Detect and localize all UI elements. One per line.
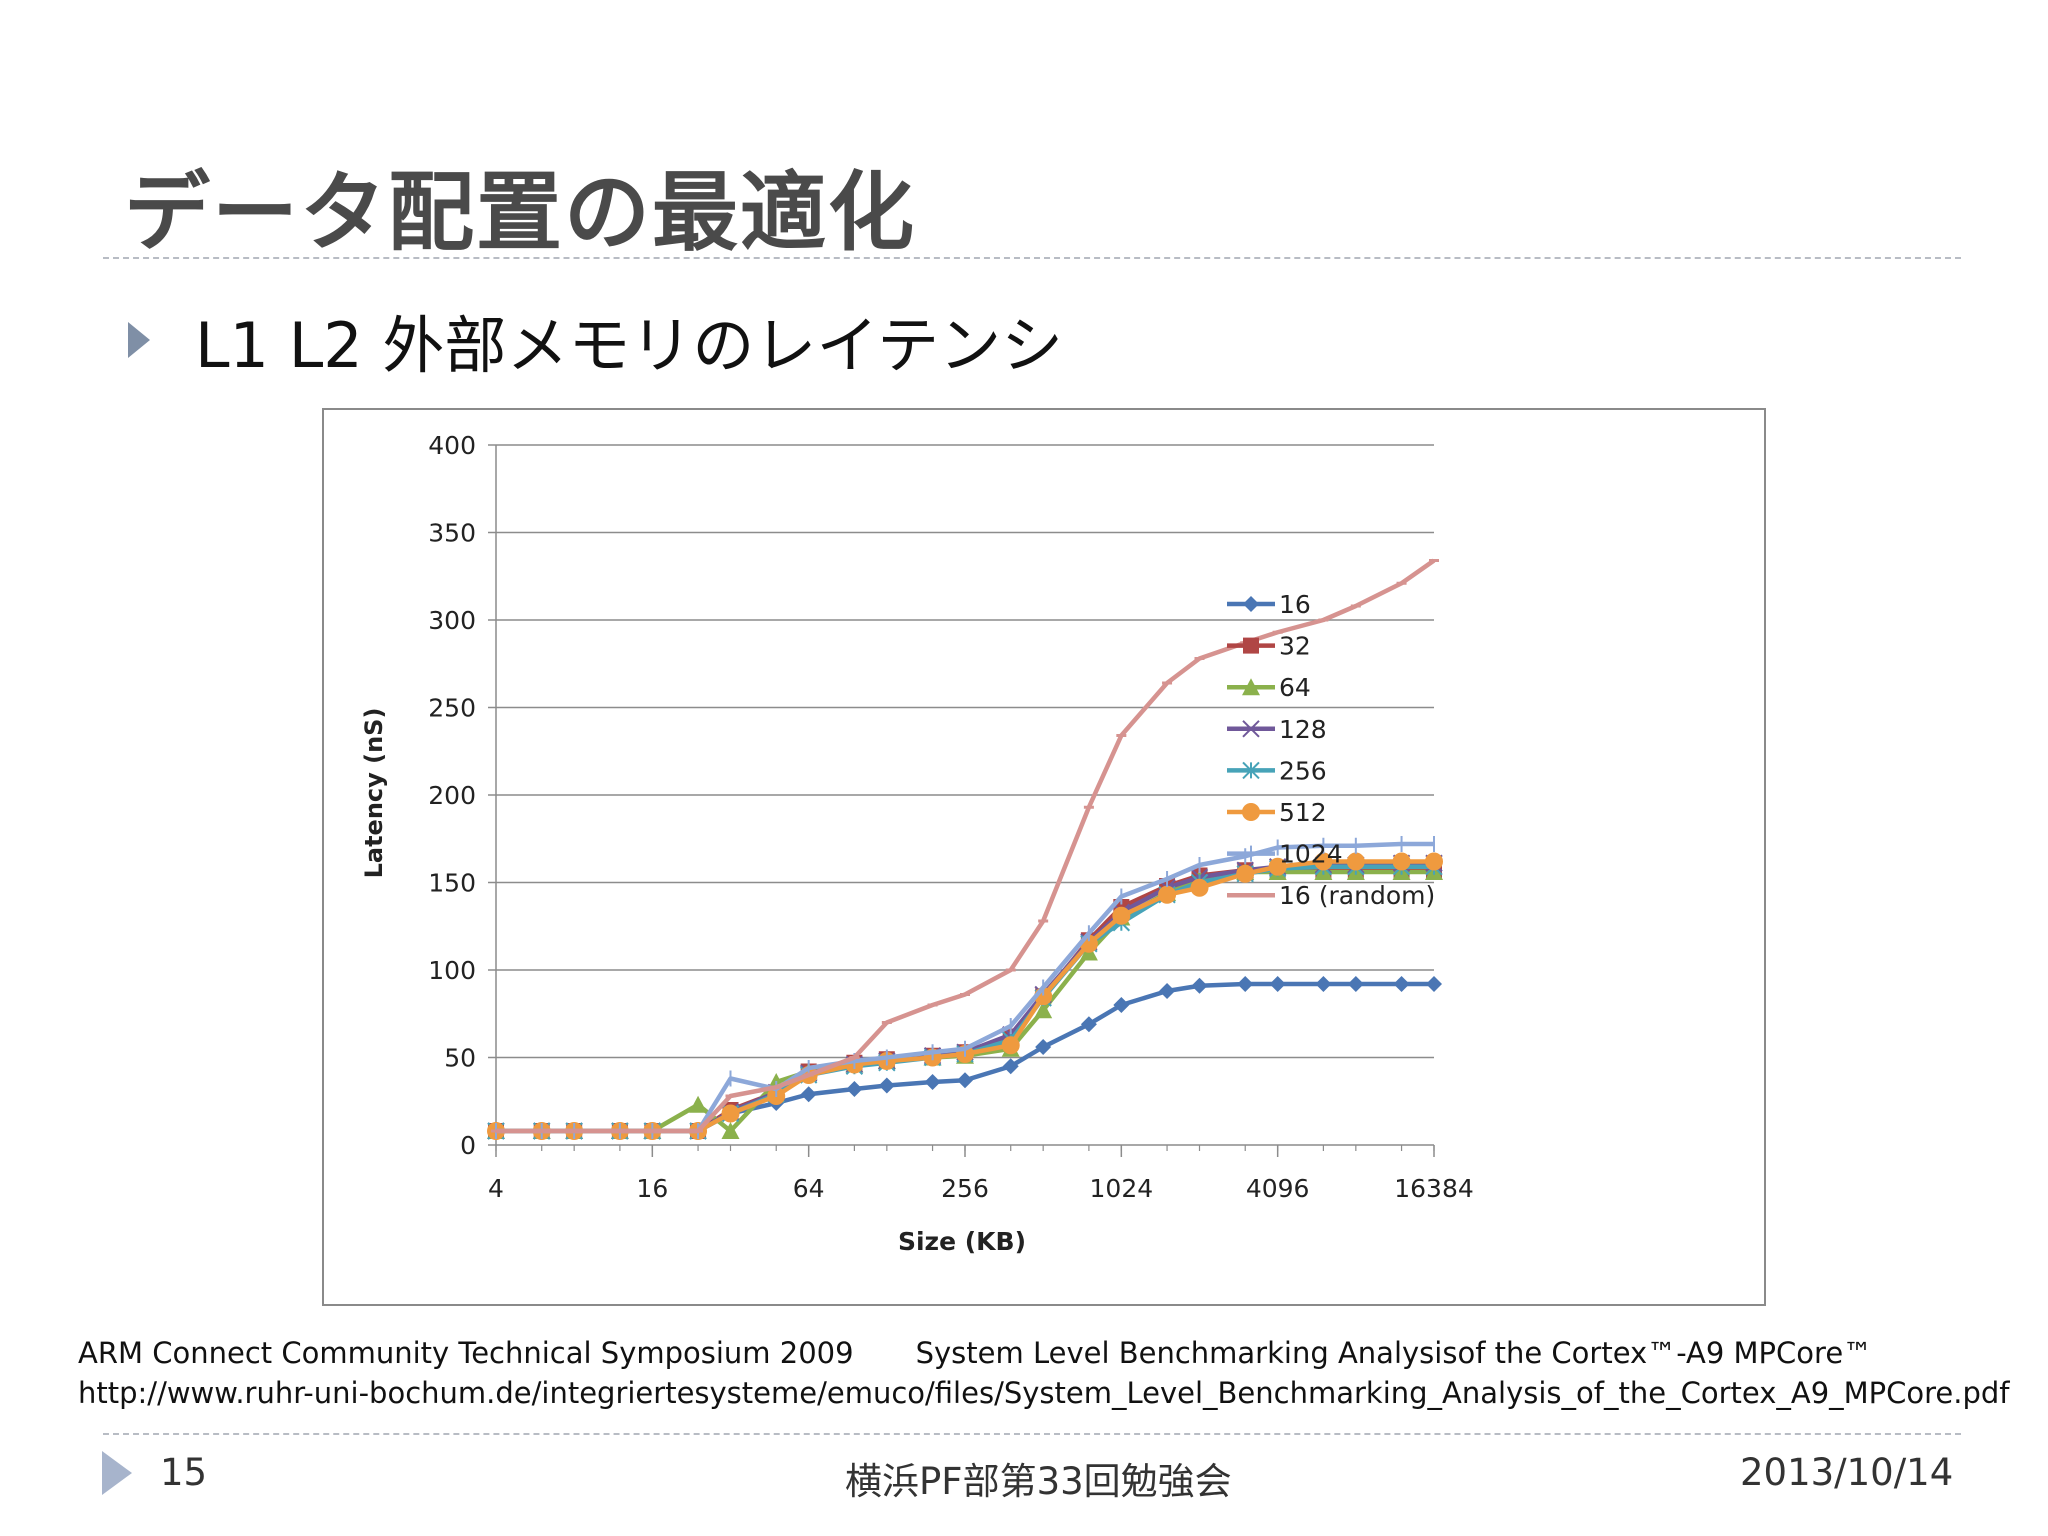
source-citation-line1: ARM Connect Community Technical Symposiu… [78,1336,1872,1370]
legend-entry: 32 [1227,632,1311,661]
y-axis-label: Latency (nS) [360,708,388,879]
y-tick-label: 150 [428,869,476,898]
data-point [721,1104,740,1123]
data-point [957,1072,973,1089]
data-point [1191,977,1208,994]
data-point [1080,1016,1097,1033]
legend-label: 256 [1279,756,1327,785]
y-tick-label: 250 [428,694,476,723]
x-tick-label: 256 [941,1174,989,1203]
series-line [496,869,1434,1134]
data-point [1347,976,1364,992]
x-tick-label: 16384 [1394,1174,1474,1203]
legend-label: 128 [1279,715,1327,744]
data-point [1034,1001,1053,1019]
data-point [1190,878,1209,897]
data-point [1426,976,1442,992]
bullet-triangle-icon [128,322,150,358]
source-paper-title: System Level Benchmarking Analysisof the… [915,1336,1873,1370]
footer-divider [103,1433,1961,1435]
data-point [1237,976,1254,992]
data-point [1113,997,1130,1013]
y-tick-label: 0 [460,1131,476,1160]
data-point [1001,1036,1020,1055]
legend-label: 16 [1279,590,1311,619]
legend-label: 1024 [1279,840,1343,869]
x-tick-label: 1024 [1090,1174,1154,1203]
data-point [1236,864,1255,883]
page-number: 15 [160,1451,208,1494]
data-point [1314,852,1333,871]
legend-entry: 64 [1227,673,1311,702]
data-point [1243,637,1259,654]
legend-entry: 128 [1227,715,1327,744]
y-tick-label: 50 [444,1044,476,1073]
data-point [721,1122,740,1139]
data-point [1243,596,1259,612]
latency-chart: 0 50 100 150 200 250 300 350 400 4 16 64 256 1024 4096… [322,408,1766,1306]
data-point [800,1086,817,1103]
y-tick-label: 100 [428,956,476,985]
legend-entry: 512 [1227,798,1327,827]
data-point [1242,720,1260,738]
data-point [1315,976,1332,992]
title-divider [103,257,1961,259]
data-point [878,1077,895,1094]
legend-label: 32 [1279,632,1311,661]
data-point [1269,976,1286,992]
y-tick-label: 200 [428,781,476,810]
legend-entry: 1024 [1227,840,1343,869]
bullet-item: L1 L2 外部メモリのレイテンシ [128,295,1063,385]
data-point [1393,976,1410,992]
y-tick-label: 300 [428,606,476,635]
data-point [1242,803,1260,821]
x-tick-label: 4 [488,1174,504,1203]
data-point [1159,983,1176,999]
data-point [846,1081,863,1097]
event-name: 横浜PF部第33回勉強会 [845,1460,1232,1503]
data-point [1112,906,1131,925]
legend-entry: 256 [1227,756,1327,785]
data-point [1158,885,1177,904]
bullet-text: L1 L2 外部メモリのレイテンシ [195,309,1064,382]
y-tick-label: 400 [428,431,476,460]
data-point [1242,678,1260,696]
data-point [1268,857,1287,876]
data-point [1242,761,1260,780]
x-tick-label: 64 [793,1174,825,1203]
x-axis-label: Size (KB) [898,1227,1026,1256]
slide-date: 2013/10/14 [1740,1451,1954,1494]
y-tick-label: 350 [428,519,476,548]
legend-label: 64 [1279,673,1311,702]
data-point [924,1074,941,1090]
legend-entry: 16 (random) [1227,881,1435,910]
legend-label: 512 [1279,798,1327,827]
data-point [1035,1039,1052,1055]
legend-label: 16 (random) [1279,881,1435,910]
data-point [1425,852,1443,871]
source-url[interactable]: http://www.ruhr-uni-bochum.de/integriert… [78,1376,2010,1410]
footer-triangle-icon [102,1451,132,1495]
x-tick-label: 4096 [1246,1174,1310,1203]
data-point [1392,852,1411,871]
x-tick-label: 16 [636,1174,668,1203]
data-point [689,1095,708,1113]
data-point [1002,1058,1019,1075]
legend-entry: 16 [1227,590,1311,619]
source-symposium: ARM Connect Community Technical Symposiu… [78,1336,854,1370]
data-point [1346,852,1365,871]
chart-svg: 0 50 100 150 200 250 300 350 400 4 16 64 256 1024 4096… [360,431,1474,1256]
slide-title: データ配置の最適化 [124,162,916,263]
series-16-random- [491,558,1439,1134]
